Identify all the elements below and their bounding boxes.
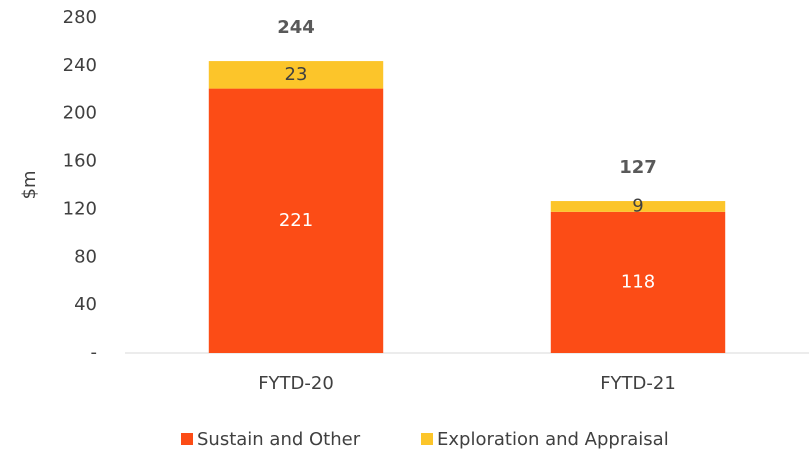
y-tick-label: 80 — [74, 246, 97, 267]
y-tick-label: 40 — [74, 294, 97, 315]
y-tick-label: 200 — [63, 103, 97, 124]
y-tick-label: 240 — [63, 55, 97, 76]
x-tick-label: FYTD-20 — [258, 373, 334, 394]
y-axis-label: $m — [19, 171, 40, 200]
y-tick-label: 120 — [63, 198, 97, 219]
x-tick-label: FYTD-21 — [600, 373, 676, 394]
y-tick-label: - — [91, 342, 98, 363]
y-tick-label: 280 — [63, 7, 97, 28]
legend-swatch — [181, 433, 193, 445]
y-tick-label: 160 — [63, 151, 97, 172]
total-label: 127 — [619, 157, 657, 178]
total-label: 244 — [277, 17, 315, 38]
bar-segment — [208, 61, 384, 89]
legend-swatch — [421, 433, 433, 445]
legend-label: Exploration and Appraisal — [437, 429, 669, 450]
data-label: 118 — [621, 271, 655, 292]
legend-label: Sustain and Other — [197, 429, 361, 450]
bar-segment — [550, 211, 726, 353]
data-label: 23 — [285, 64, 308, 85]
bar-segment — [550, 201, 726, 212]
data-label: 221 — [279, 210, 313, 231]
data-label: 9 — [632, 195, 643, 216]
bar-segment — [208, 88, 384, 353]
